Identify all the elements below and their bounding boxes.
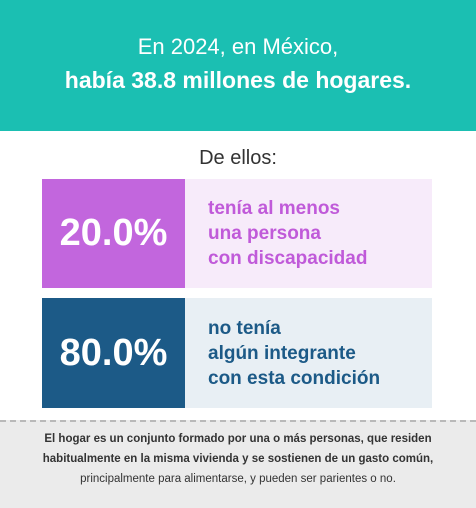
stat-description-line: algún integrante	[208, 342, 356, 364]
stat-value: 80.0%	[42, 298, 185, 408]
footer-line-1: El hogar es un conjunto formado por una …	[44, 433, 432, 445]
stat-description: tenía al menos una persona con discapaci…	[185, 179, 432, 288]
stat-description-line: una persona	[208, 223, 321, 244]
header-banner: En 2024, en México, había 38.8 millones …	[0, 0, 476, 131]
header-line-2: había 38.8 millones de hogares.	[64, 67, 412, 93]
stat-description: no tenía algún integrante con esta condi…	[185, 298, 432, 408]
stat-description-line: no tenía	[208, 317, 281, 339]
header-line-1: En 2024, en México,	[137, 34, 339, 59]
footer-line-2: habitualmente en la misma vivienda y se …	[42, 453, 434, 465]
stat-card-with-disability: 20.0% tenía al menos una persona con dis…	[42, 179, 432, 288]
subtitle: De ellos:	[199, 147, 277, 169]
stat-description-line: tenía al menos	[208, 198, 340, 219]
stat-description-line: con esta condición	[208, 367, 381, 389]
stat-value: 20.0%	[42, 179, 185, 288]
stat-card-without-disability: 80.0% no tenía algún integrante con esta…	[42, 298, 432, 408]
footer-line-3: principalmente para alimentarse, y puede…	[80, 473, 396, 485]
footer-definition: El hogar es un conjunto formado por una …	[0, 420, 476, 508]
stat-description-line: con discapacidad	[208, 248, 368, 269]
